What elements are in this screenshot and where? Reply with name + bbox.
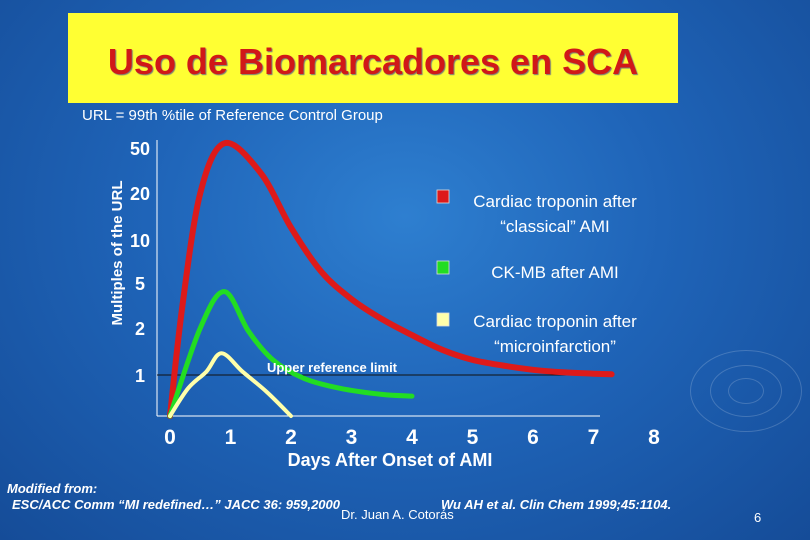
series-line [167,289,415,419]
title-box: Uso de Biomarcadores en SCA [68,13,678,103]
y-tick-label: 20 [130,184,150,204]
ripple-decoration [690,350,802,432]
page-number: 6 [754,510,762,525]
legend-label: “classical” AMI [500,217,610,236]
ripple-decoration [710,365,782,417]
legend-label: Cardiac troponin after [473,192,637,211]
y-tick-label: 5 [135,274,145,294]
slide-title: Uso de Biomarcadores en SCA [107,41,639,82]
legend-label: CK-MB after AMI [491,263,619,282]
series-line [168,351,293,418]
y-tick-label: 1 [135,366,145,386]
x-tick-label: 8 [648,426,660,449]
x-tick-label: 1 [225,426,237,449]
x-tick-label: 6 [527,426,539,449]
legend-label: Cardiac troponin after [473,312,637,331]
legend-label: “microinfarction” [494,337,616,356]
series-line [167,140,615,419]
x-tick-label: 2 [285,426,297,449]
legend-swatch [436,260,450,275]
x-tick-label: 4 [406,426,418,449]
footnote-reference-jacc: ESC/ACC Comm “MI redefined…” JACC 36: 95… [12,497,340,512]
x-axis-label: Days After Onset of AMI [288,450,493,470]
chart-axes [156,140,600,417]
y-tick-label: 2 [135,319,145,339]
legend-swatch [436,189,450,204]
legend-swatch [436,312,450,327]
reference-line-label: Upper reference limit [267,360,398,375]
x-tick-label: 3 [346,426,358,449]
subtitle: URL = 99th %tile of Reference Control Gr… [82,107,383,124]
x-tick-label: 5 [467,426,479,449]
footnote-modified: Modified from: [7,481,98,496]
x-tick-label: 7 [588,426,600,449]
x-tick-label: 0 [164,426,176,449]
y-axis-label: Multiples of the URL [109,181,126,326]
footnote-reference-wu: Wu AH et al. Clin Chem 1999;45:1104. [441,497,672,512]
ripple-decoration [728,378,764,404]
presenter-name: Dr. Juan A. Cotorás [341,507,454,522]
y-tick-label: 50 [130,139,150,159]
y-tick-label: 10 [130,231,150,251]
